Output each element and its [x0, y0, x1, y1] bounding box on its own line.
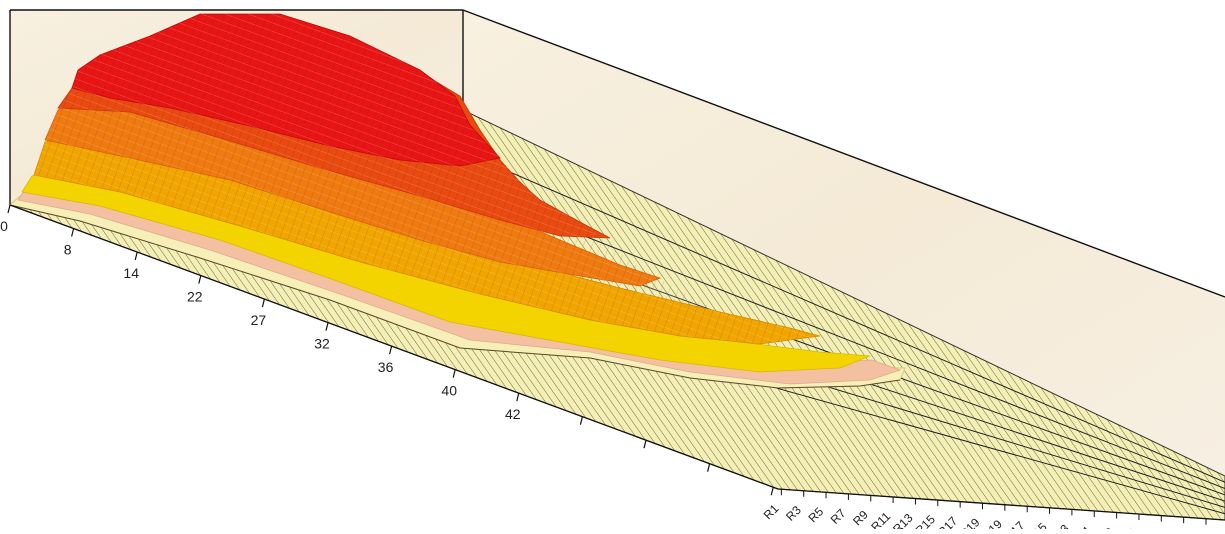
depth-axis: 0 8 14 22 27 32 36 40 42 — [0, 204, 779, 496]
floor-grid-line — [398, 123, 1225, 483]
category-tick-label: R19 — [957, 515, 983, 529]
depth-tick — [707, 463, 711, 472]
category-tick-label: L19 — [981, 517, 1005, 529]
depth-tick — [389, 345, 393, 355]
category-tick-label: L11 — [1071, 523, 1095, 529]
depth-tick-label: 32 — [314, 336, 330, 352]
surface-baseline — [9, 204, 901, 389]
category-tick-label: L13 — [1048, 521, 1072, 529]
depth-tick-label: 40 — [441, 383, 457, 399]
depth-tick — [7, 204, 11, 214]
category-tick-label: L9 — [1097, 524, 1117, 529]
category-tick-label: R7 — [828, 506, 849, 527]
depth-tick — [71, 228, 75, 237]
category-axis-line — [777, 488, 1225, 521]
depth-tick-label: 0 — [0, 218, 8, 234]
depth-tick — [198, 275, 202, 284]
depth-tick-label: 8 — [64, 242, 72, 258]
depth-axis-line — [9, 204, 779, 490]
category-tick-label: R3 — [783, 503, 804, 524]
depth-tick-label: 22 — [187, 289, 203, 305]
depth-tick — [770, 487, 774, 496]
wall-edge-back — [462, 9, 1225, 298]
back-wall — [463, 10, 1225, 476]
category-tick-label: R9 — [850, 507, 871, 528]
category-tick-label: R17 — [935, 514, 961, 529]
depth-tick — [325, 322, 329, 331]
depth-tick — [643, 440, 647, 449]
depth-tick — [579, 416, 583, 425]
category-tick-label: L17 — [1003, 518, 1027, 529]
depth-tick — [452, 369, 456, 378]
depth-tick-label: 36 — [378, 359, 394, 375]
depth-tick — [516, 393, 520, 402]
depth-tick — [134, 251, 138, 261]
depth-tick-label: 42 — [505, 406, 521, 422]
surface-plot — [8, 13, 906, 389]
category-tick-label: L15 — [1026, 520, 1050, 529]
category-tick-label: R13 — [890, 511, 916, 529]
category-tick-label: R15 — [912, 512, 938, 529]
depth-tick-label: 27 — [251, 312, 267, 328]
category-tick-label: R5 — [805, 504, 826, 525]
category-tick-label: R1 — [761, 501, 782, 522]
surface-mesh-overlay — [34, 14, 820, 344]
depth-tick-label: 14 — [123, 265, 139, 281]
depth-tick — [261, 298, 265, 308]
